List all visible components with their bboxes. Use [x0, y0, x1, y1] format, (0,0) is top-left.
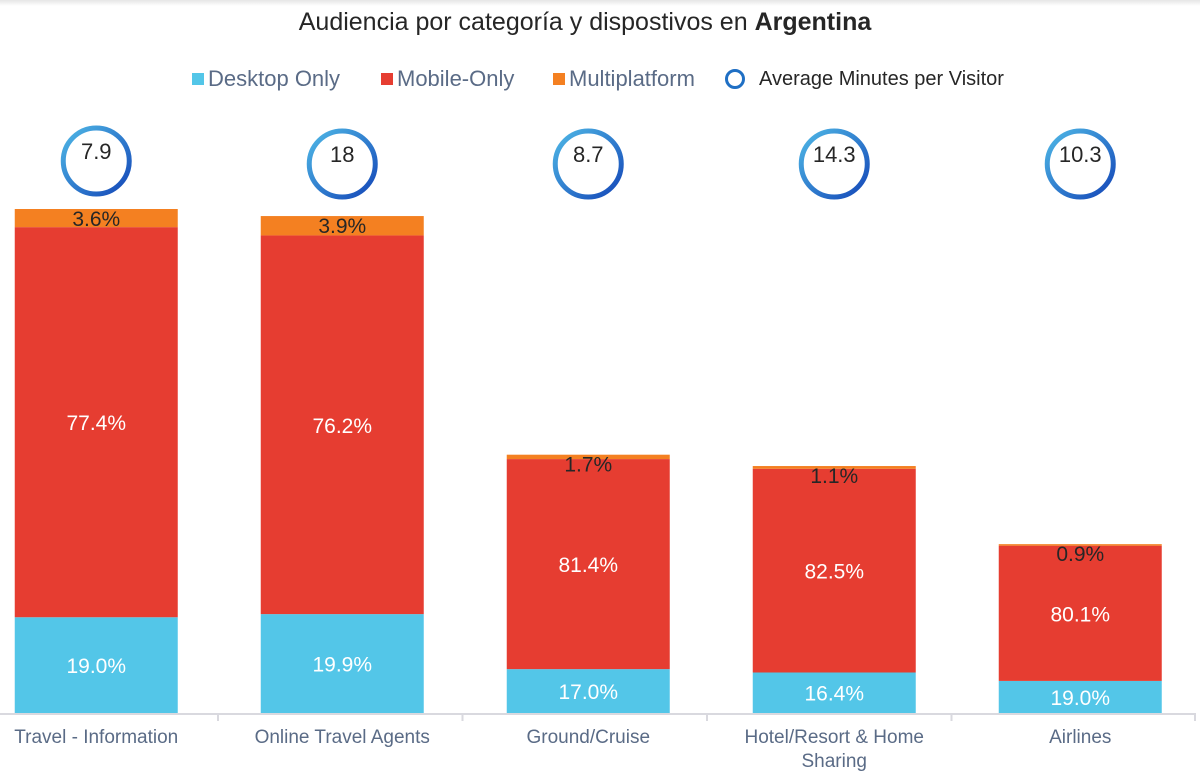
bar-segment-desktop-only-airlines: [998, 680, 1162, 713]
data-label-multiplatform-online-travel-agents: 3.9%: [318, 215, 366, 238]
chart-title: Audiencia por categoría y dispostivos en…: [0, 8, 1170, 37]
data-label-desktop-only-airlines: 19.0%: [1050, 687, 1110, 710]
bar-segment-desktop-only-hotel-resort-home-sharing: [752, 672, 916, 713]
avg-minutes-label-airlines: 10.3: [1059, 142, 1102, 167]
bar-segment-mobile-only-airlines: [998, 545, 1162, 681]
bar-segment-mobile-only-ground-cruise: [506, 459, 670, 670]
avg-minutes-label-online-travel-agents: 18: [330, 142, 354, 167]
x-axis-label-line: Hotel/Resort & Home: [744, 727, 924, 748]
legend-label-multiplatform: Multiplatform: [569, 66, 695, 91]
avg-minutes-label-hotel-resort-home-sharing: 14.3: [813, 142, 856, 167]
bar-segment-mobile-only-hotel-resort-home-sharing: [752, 468, 916, 673]
x-axis-label-travel-information: Travel - Information: [0, 726, 216, 750]
avg-minutes-label-travel-information: 7.9: [81, 139, 112, 164]
bar-segment-mobile-only-travel-information: [14, 227, 178, 618]
chart-title-text: Audiencia por categoría y dispostivos en: [298, 8, 748, 36]
legend: Desktop Only Mobile-Only Multiplatform A…: [0, 64, 1200, 94]
bar-segment-desktop-only-travel-information: [14, 617, 178, 713]
x-axis-label-ground-cruise: Ground/Cruise: [468, 726, 708, 750]
data-label-mobile-only-online-travel-agents: 76.2%: [312, 415, 372, 438]
avg-minutes-marker-online-travel-agents: [306, 128, 378, 200]
data-label-multiplatform-ground-cruise: 1.7%: [564, 454, 612, 477]
legend-item-desktop-only: Desktop Only: [192, 64, 340, 94]
bar-segment-multiplatform-hotel-resort-home-sharing: [752, 466, 916, 469]
top-shadow: [0, 0, 1200, 6]
data-label-desktop-only-online-travel-agents: 19.9%: [312, 654, 372, 677]
legend-swatch-multiplatform: [553, 73, 565, 85]
x-axis-label-line: Airlines: [1049, 727, 1112, 748]
chart-title-country: Argentina: [754, 8, 872, 36]
avg-minutes-label-ground-cruise: 8.7: [573, 142, 604, 167]
bar-segment-multiplatform-airlines: [998, 544, 1162, 546]
x-axis-label-line: Sharing: [801, 751, 868, 772]
x-axis-label-airlines: Airlines: [960, 726, 1200, 750]
legend-item-multiplatform: Multiplatform: [553, 64, 695, 94]
data-label-multiplatform-airlines: 0.9%: [1056, 543, 1104, 566]
data-label-desktop-only-ground-cruise: 17.0%: [558, 681, 618, 704]
legend-ring-icon: [725, 69, 745, 89]
data-label-mobile-only-travel-information: 77.4%: [66, 412, 126, 435]
legend-swatch-desktop-only: [192, 73, 204, 85]
legend-label-mobile-only: Mobile-Only: [397, 66, 515, 91]
data-label-desktop-only-hotel-resort-home-sharing: 16.4%: [804, 683, 864, 706]
legend-item-average-minutes: Average Minutes per Visitor: [725, 64, 1004, 94]
bar-segment-desktop-only-ground-cruise: [506, 669, 670, 713]
data-label-mobile-only-ground-cruise: 81.4%: [558, 554, 618, 577]
data-label-mobile-only-airlines: 80.1%: [1050, 603, 1110, 626]
legend-swatch-mobile-only: [381, 73, 393, 85]
x-axis-label-line: Ground/Cruise: [526, 727, 651, 748]
bar-segment-desktop-only-online-travel-agents: [260, 614, 424, 713]
x-axis-label-line: Online Travel Agents: [254, 727, 430, 748]
legend-label-average-minutes: Average Minutes per Visitor: [759, 67, 1004, 90]
avg-minutes-marker-travel-information: [60, 125, 132, 197]
bar-segment-multiplatform-ground-cruise: [506, 454, 670, 460]
bar-segment-multiplatform-online-travel-agents: [260, 216, 424, 236]
bar-segment-multiplatform-travel-information: [14, 209, 178, 228]
data-label-multiplatform-travel-information: 3.6%: [72, 208, 120, 231]
x-axis-label-line: Travel - Information: [14, 727, 179, 748]
bar-segment-mobile-only-online-travel-agents: [260, 235, 424, 615]
x-axis-label-online-travel-agents: Online Travel Agents: [222, 726, 462, 750]
data-label-multiplatform-hotel-resort-home-sharing: 1.1%: [810, 465, 858, 488]
x-axis-label-hotel-resort-home-sharing: Hotel/Resort & Home Sharing: [714, 726, 954, 774]
data-label-desktop-only-travel-information: 19.0%: [66, 655, 126, 678]
avg-minutes-marker-ground-cruise: [552, 128, 624, 200]
legend-item-mobile-only: Mobile-Only: [381, 64, 514, 94]
data-label-mobile-only-hotel-resort-home-sharing: 82.5%: [804, 561, 864, 584]
legend-label-desktop-only: Desktop Only: [208, 66, 341, 91]
avg-minutes-marker-hotel-resort-home-sharing: [798, 128, 870, 200]
avg-minutes-marker-airlines: [1044, 128, 1116, 200]
